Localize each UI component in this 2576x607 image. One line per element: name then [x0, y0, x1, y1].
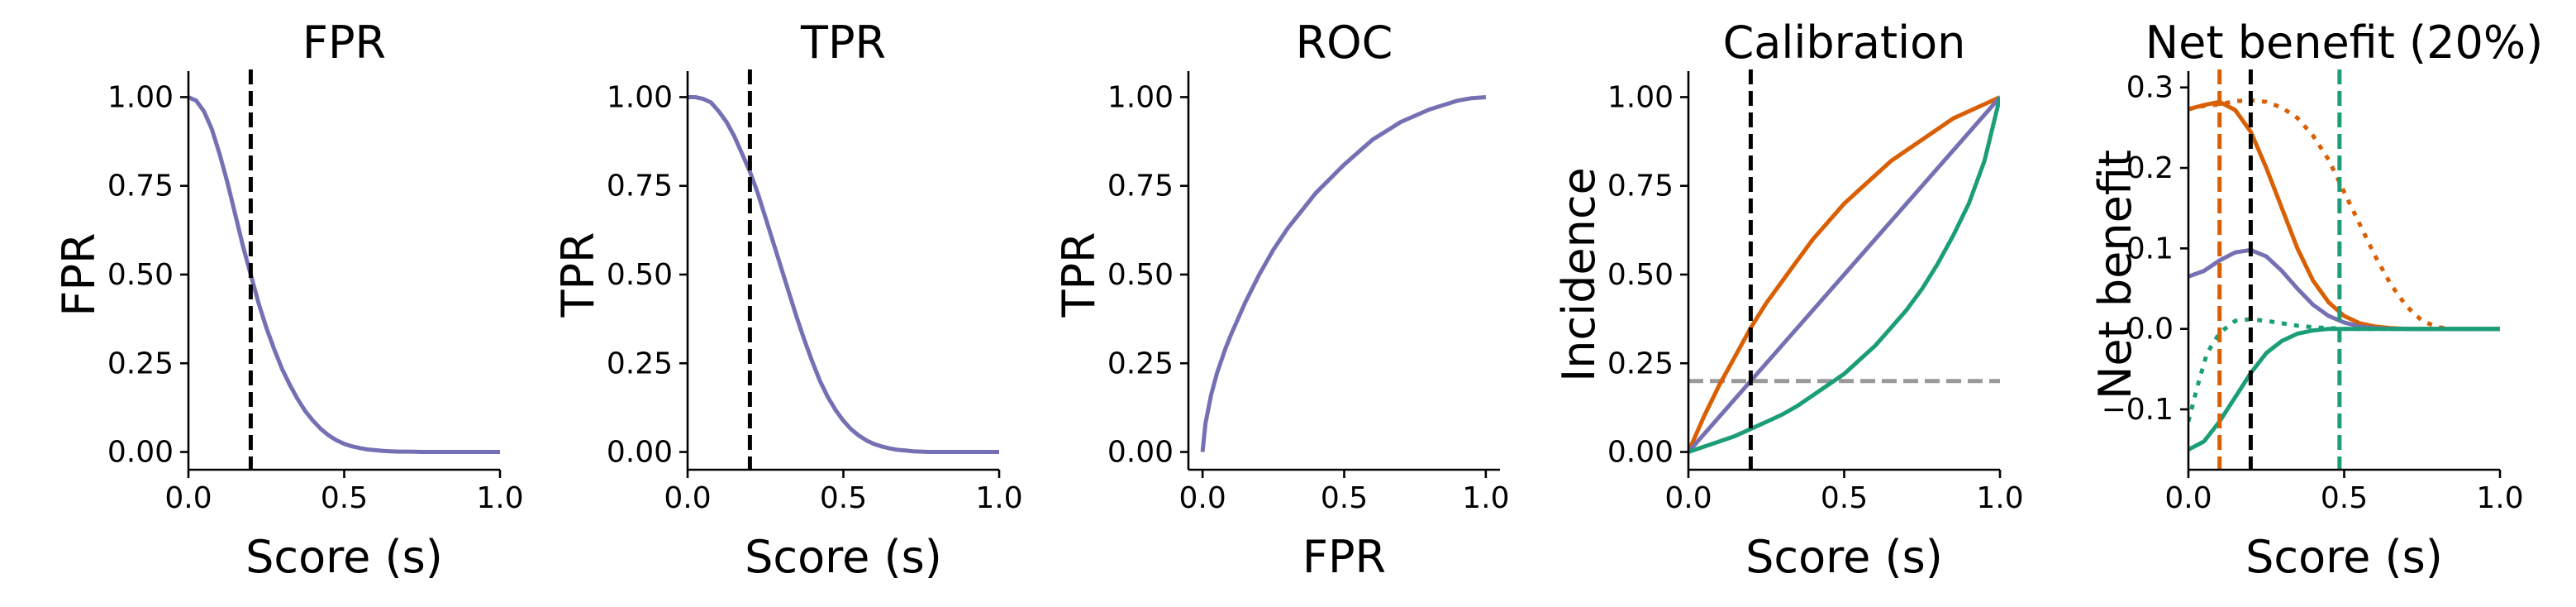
- y-tick-label: 0.00: [107, 436, 174, 470]
- x-tick-label: 1.0: [476, 481, 523, 515]
- y-tick-label: 0.00: [1607, 436, 1674, 470]
- series-line-4: [2188, 317, 2500, 423]
- y-tick-label: −0.1: [2102, 393, 2174, 427]
- y-axis-label: FPR: [53, 232, 105, 316]
- x-axis-label: FPR: [1302, 531, 1386, 583]
- y-tick-label: 0.3: [2126, 71, 2174, 105]
- y-tick-label: 1.00: [1107, 80, 1174, 114]
- y-tick-label: 0.2: [2126, 151, 2174, 185]
- series-line-2: [1688, 96, 2000, 454]
- series-line-3: [2188, 327, 2500, 452]
- x-tick-label: 0.5: [820, 481, 867, 515]
- y-tick-label: 1.00: [607, 80, 673, 114]
- y-tick-label: 0.75: [1107, 170, 1174, 203]
- x-tick-label: 0.5: [2321, 481, 2368, 515]
- series-line-0: [1688, 95, 2000, 453]
- y-tick-label: 0.75: [107, 170, 174, 203]
- y-tick-label: 0.50: [107, 258, 174, 292]
- series-line-1: [2188, 98, 2500, 332]
- x-tick-label: 0.5: [1321, 481, 1368, 515]
- y-axis-label: Incidence: [1553, 167, 1605, 381]
- x-tick-label: 1.0: [1976, 481, 2023, 515]
- y-tick-label: 0.25: [107, 347, 174, 380]
- x-tick-label: 0.0: [164, 481, 212, 515]
- y-tick-label: 0.50: [1607, 258, 1674, 292]
- x-axis-label: Score (s): [245, 531, 443, 583]
- y-axis-label: Net benefit: [2089, 150, 2141, 399]
- x-tick-label: 0.0: [664, 481, 711, 515]
- y-tick-label: 0.25: [1607, 347, 1674, 380]
- x-tick-label: 1.0: [1462, 481, 1509, 515]
- y-tick-label: 1.00: [107, 80, 174, 114]
- chart-title: FPR: [302, 17, 386, 69]
- y-axis-label: TPR: [552, 232, 604, 318]
- x-tick-label: 0.5: [321, 481, 368, 515]
- series-line-1: [1688, 95, 2000, 454]
- chart-title: Net benefit (20%): [2145, 17, 2543, 69]
- y-tick-label: 0.25: [607, 347, 673, 380]
- y-tick-label: 0.75: [607, 170, 673, 203]
- y-tick-label: 0.00: [607, 436, 673, 470]
- x-axis-label: Score (s): [745, 531, 942, 583]
- series-line-0: [688, 95, 999, 454]
- panel-3: 0.0 0.5 1.0 0.00 0.25 0.50 0.75 1.00 Calibration…: [1553, 17, 2024, 583]
- chart-title: Calibration: [1723, 17, 1966, 69]
- x-tick-label: 0.5: [1821, 481, 1868, 515]
- x-tick-label: 1.0: [2476, 481, 2523, 515]
- y-tick-label: 0.25: [1107, 347, 1174, 380]
- panel-1: 0.0 0.5 1.0 0.00 0.25 0.50 0.75 1.00 TPR Score (s…: [552, 17, 1023, 583]
- y-tick-label: 0.50: [1107, 258, 1174, 292]
- x-axis-label: Score (s): [2245, 531, 2443, 583]
- panel-0: 0.0 0.5 1.0 0.00 0.25 0.50 0.75 1.00 FPR Score (s…: [53, 17, 524, 583]
- y-tick-label: 0.0: [2126, 313, 2174, 347]
- series-line-0: [188, 95, 500, 454]
- x-axis-label: Score (s): [1745, 531, 1943, 583]
- x-tick-label: 0.0: [2164, 481, 2212, 515]
- y-tick-label: 0.50: [607, 258, 673, 292]
- x-tick-label: 0.0: [1664, 481, 1712, 515]
- series-line-0: [2188, 99, 2500, 332]
- chart-title: ROC: [1296, 17, 1393, 69]
- y-tick-label: 0.75: [1607, 170, 1674, 203]
- x-tick-label: 0.0: [1179, 481, 1226, 515]
- y-tick-label: 1.00: [1607, 80, 1674, 114]
- series-line-0: [1200, 95, 1487, 452]
- chart-title: TPR: [800, 17, 886, 69]
- y-tick-label: 0.1: [2126, 232, 2174, 265]
- panel-2: 0.0 0.5 1.0 0.00 0.25 0.50 0.75 1.00 ROC FPR TPR: [1053, 17, 1509, 583]
- x-tick-label: 1.0: [975, 481, 1022, 515]
- y-axis-label: TPR: [1053, 232, 1105, 318]
- y-tick-label: 0.00: [1107, 436, 1174, 470]
